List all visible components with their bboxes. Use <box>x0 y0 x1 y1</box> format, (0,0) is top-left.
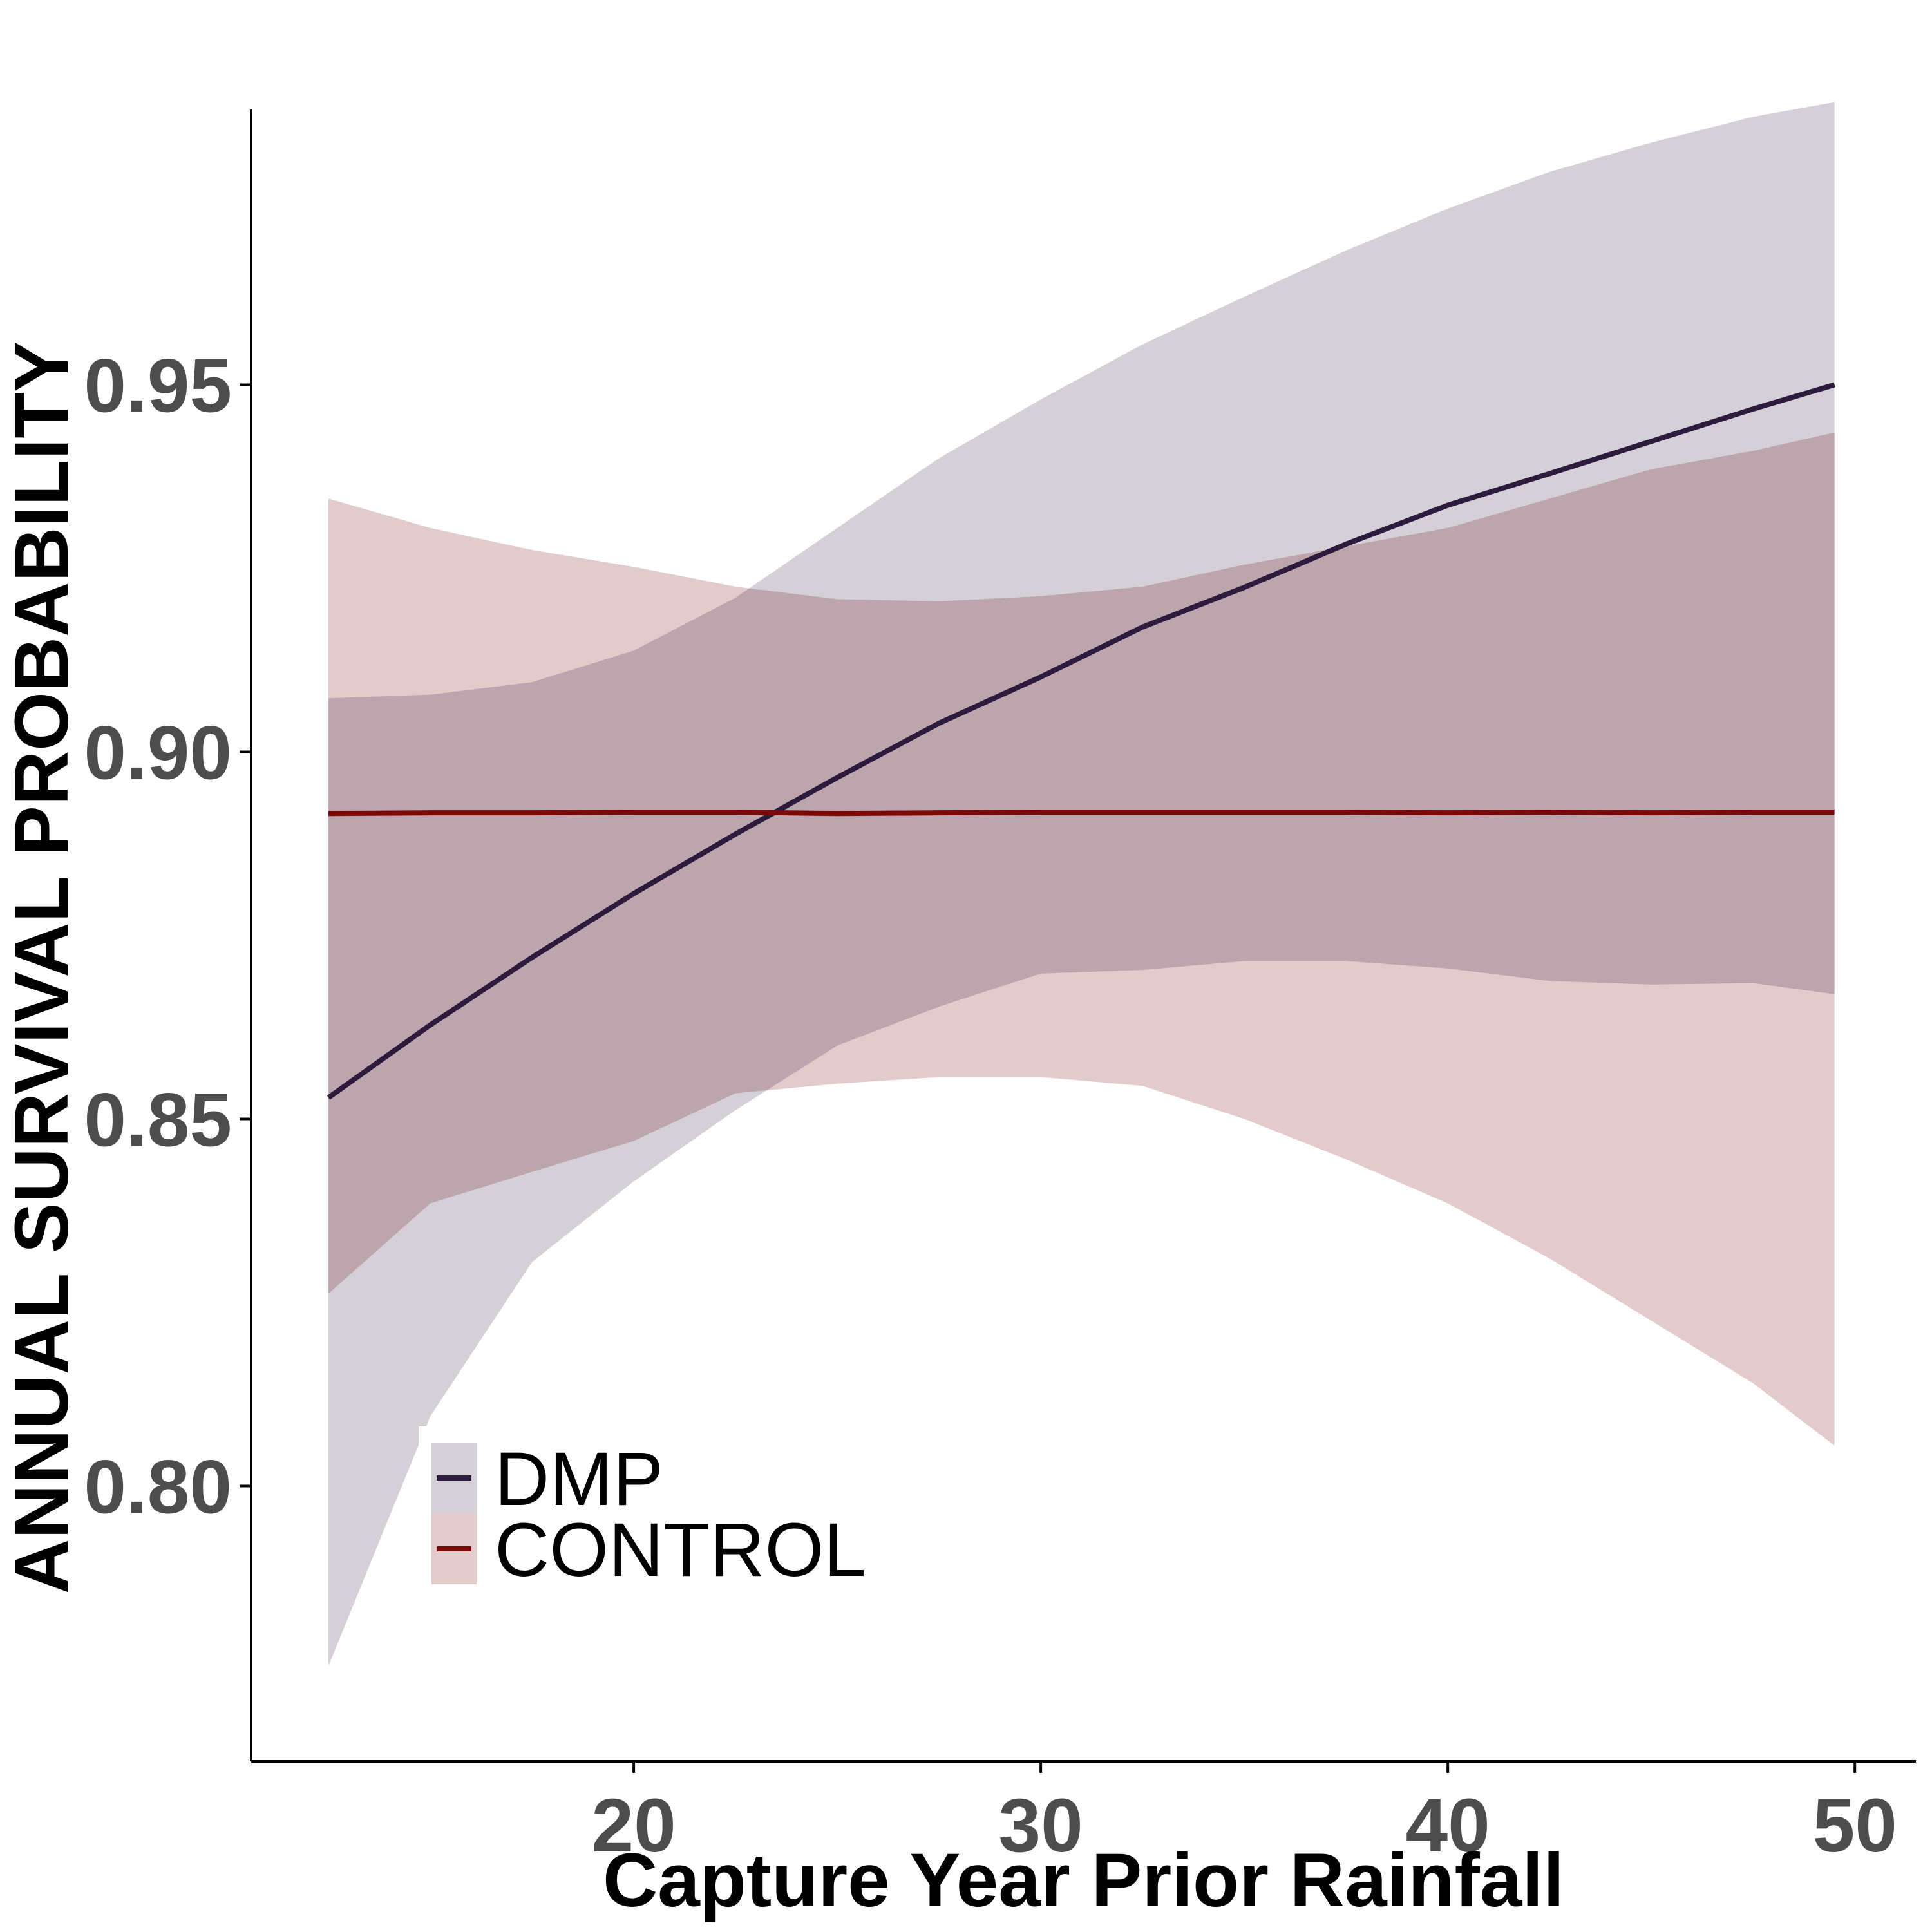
legend-label-control: CONTROL <box>495 1508 866 1593</box>
legend-background <box>419 1426 863 1591</box>
control-line <box>328 810 1835 817</box>
control-confidence-band <box>328 432 1835 1446</box>
x-tick-label: 20 <box>591 1783 676 1868</box>
y-ticks: 0.80 0.85 0.90 0.95 <box>84 344 251 1530</box>
y-tick-label: 0.80 <box>84 1445 232 1530</box>
y-tick-label: 0.95 <box>84 344 232 429</box>
x-tick-label: 50 <box>1813 1783 1897 1868</box>
dmp-line <box>327 382 1835 1100</box>
x-ticks: 20 30 40 50 <box>591 1761 1897 1868</box>
x-tick-label: 40 <box>1406 1783 1490 1868</box>
y-axis-title: ANNUAL SURVIVAL PROBABILITY <box>0 341 84 1594</box>
y-tick-label: 0.85 <box>84 1078 232 1163</box>
y-tick-label: 0.90 <box>84 711 232 796</box>
series-lines <box>327 382 1835 1100</box>
legend-label-dmp: DMP <box>495 1437 663 1522</box>
x-tick-label: 30 <box>999 1783 1083 1868</box>
confidence-bands <box>328 102 1835 1666</box>
x-axis-title: Capture Year Prior Rainfall <box>603 1838 1564 1923</box>
